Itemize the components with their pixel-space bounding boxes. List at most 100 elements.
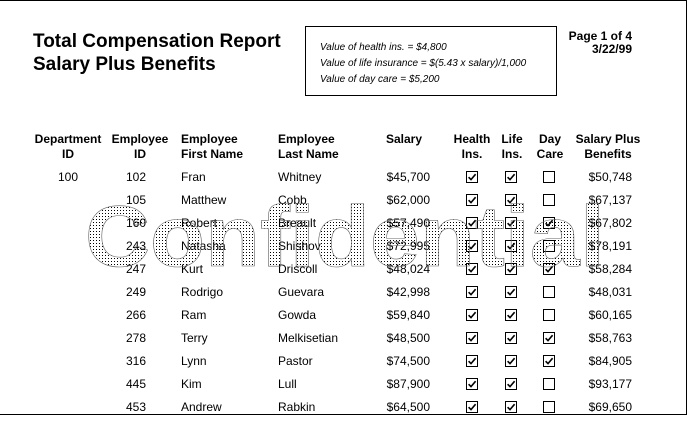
cell-last-name: Guevara xyxy=(278,285,325,299)
cell-first-name: Matthew xyxy=(181,193,227,207)
cell-department-id: 100 xyxy=(57,170,79,184)
cell-first-name: Andrew xyxy=(181,400,222,414)
cell-employee-id: 102 xyxy=(125,170,147,184)
cell-salary-plus-benefits: $48,031 xyxy=(588,285,632,299)
life-ins-checkbox[interactable] xyxy=(505,217,517,229)
life-ins-checkbox[interactable] xyxy=(505,401,517,413)
day-care-checkbox[interactable] xyxy=(543,194,555,206)
life-ins-checkbox[interactable] xyxy=(505,171,517,183)
cell-salary: $57,490 xyxy=(386,216,430,230)
header-last-name: Employee Last Name xyxy=(278,132,368,162)
life-ins-checkbox[interactable] xyxy=(505,332,517,344)
cell-salary-plus-benefits: $93,177 xyxy=(588,377,632,391)
header-day-care-line-2: Care xyxy=(536,147,564,161)
page-info: Page 1 of 4 3/22/99 xyxy=(560,30,632,56)
header-last-name-line-2: Last Name xyxy=(278,147,339,161)
cell-last-name: Lull xyxy=(278,377,297,391)
cell-last-name: Rabkin xyxy=(278,400,316,414)
cell-last-name: Cobb xyxy=(278,193,307,207)
cell-salary-plus-benefits: $58,763 xyxy=(588,331,632,345)
life-ins-checkbox[interactable] xyxy=(505,378,517,390)
cell-salary: $48,500 xyxy=(386,331,430,345)
header-salary-plus-benefits-line-1: Salary Plus xyxy=(575,132,641,146)
report-title: Total Compensation Report Salary Plus Be… xyxy=(33,30,281,76)
header-department-id-line-1: Department xyxy=(34,132,102,146)
health-ins-checkbox[interactable] xyxy=(466,309,478,321)
cell-salary: $87,900 xyxy=(386,377,430,391)
header-health-ins-line-2: Ins. xyxy=(461,147,483,161)
header-health-ins-line-1: Health xyxy=(453,132,491,146)
health-ins-checkbox[interactable] xyxy=(466,332,478,344)
day-care-checkbox[interactable] xyxy=(543,240,555,252)
cell-salary-plus-benefits: $60,165 xyxy=(588,308,632,322)
report-title-line-2: Salary Plus Benefits xyxy=(33,54,216,75)
cell-last-name: Gowda xyxy=(278,308,317,322)
report-date: 3/22/99 xyxy=(591,42,632,56)
page-number: Page 1 of 4 xyxy=(568,29,632,43)
life-ins-checkbox[interactable] xyxy=(505,309,517,321)
header-health-ins: Health Ins. xyxy=(448,132,496,162)
cell-last-name: Shishov xyxy=(278,239,321,253)
day-care-checkbox[interactable] xyxy=(543,378,555,390)
cell-salary: $62,000 xyxy=(386,193,430,207)
life-ins-checkbox[interactable] xyxy=(505,263,517,275)
header-first-name: Employee First Name xyxy=(181,132,271,162)
cell-employee-id: 160 xyxy=(125,216,147,230)
table-row: 278 Terry Melkisetian $48,500 $58,763 xyxy=(0,330,689,353)
cell-last-name: Whitney xyxy=(278,170,322,184)
health-ins-checkbox[interactable] xyxy=(466,171,478,183)
table-row: 105 Matthew Cobb $62,000 $67,137 xyxy=(0,192,689,215)
cell-salary: $42,998 xyxy=(386,285,430,299)
day-care-checkbox[interactable] xyxy=(543,171,555,183)
health-ins-checkbox[interactable] xyxy=(466,217,478,229)
cell-last-name: Breault xyxy=(278,216,317,230)
cell-salary: $48,024 xyxy=(386,262,430,276)
cell-salary-plus-benefits: $69,650 xyxy=(588,400,632,414)
day-care-checkbox[interactable] xyxy=(543,286,555,298)
day-care-checkbox[interactable] xyxy=(543,401,555,413)
life-ins-checkbox[interactable] xyxy=(505,194,517,206)
cell-employee-id: 453 xyxy=(125,400,147,414)
header-employee-id-line-2: ID xyxy=(134,147,146,161)
table-row: 249 Rodrigo Guevara $42,998 $48,031 xyxy=(0,284,689,307)
health-ins-checkbox[interactable] xyxy=(466,194,478,206)
cell-last-name: Melkisetian xyxy=(278,331,339,345)
health-ins-checkbox[interactable] xyxy=(466,355,478,367)
life-ins-checkbox[interactable] xyxy=(505,355,517,367)
table-row: 247 Kurt Driscoll $48,024 $58,284 xyxy=(0,261,689,284)
cell-salary: $72,995 xyxy=(386,239,430,253)
day-care-checkbox[interactable] xyxy=(543,217,555,229)
day-care-checkbox[interactable] xyxy=(543,309,555,321)
day-care-checkbox[interactable] xyxy=(543,263,555,275)
cell-last-name: Driscoll xyxy=(278,262,318,276)
header-life-ins: Life Ins. xyxy=(496,132,528,162)
health-ins-checkbox[interactable] xyxy=(466,286,478,298)
table-row: 316 Lynn Pastor $74,500 $84,905 xyxy=(0,353,689,376)
note-life: Value of life insurance = $(5.43 x salar… xyxy=(320,58,527,69)
cell-salary-plus-benefits: $50,748 xyxy=(588,170,632,184)
day-care-checkbox[interactable] xyxy=(543,332,555,344)
header-salary-line-1: Salary xyxy=(385,132,423,146)
cell-salary-plus-benefits: $58,284 xyxy=(588,262,632,276)
health-ins-checkbox[interactable] xyxy=(466,401,478,413)
life-ins-checkbox[interactable] xyxy=(505,286,517,298)
header-first-name-line-2: First Name xyxy=(181,147,244,161)
cell-salary-plus-benefits: $67,802 xyxy=(588,216,632,230)
cell-first-name: Rodrigo xyxy=(181,285,224,299)
cell-first-name: Robert xyxy=(181,216,218,230)
cell-salary: $45,700 xyxy=(386,170,430,184)
table-row: 445 Kim Lull $87,900 $93,177 xyxy=(0,376,689,399)
header-life-ins-line-1: Life xyxy=(501,132,523,146)
day-care-checkbox[interactable] xyxy=(543,355,555,367)
health-ins-checkbox[interactable] xyxy=(466,263,478,275)
health-ins-checkbox[interactable] xyxy=(466,378,478,390)
cell-salary-plus-benefits: $78,191 xyxy=(588,239,632,253)
cell-employee-id: 105 xyxy=(125,193,147,207)
cell-employee-id: 266 xyxy=(125,308,147,322)
table-row: 453 Andrew Rabkin $64,500 $69,650 xyxy=(0,399,689,422)
cell-salary: $59,840 xyxy=(386,308,430,322)
benefit-values-box: Value of health ins. = $4,800 Value of l… xyxy=(305,26,557,96)
life-ins-checkbox[interactable] xyxy=(505,240,517,252)
health-ins-checkbox[interactable] xyxy=(466,240,478,252)
